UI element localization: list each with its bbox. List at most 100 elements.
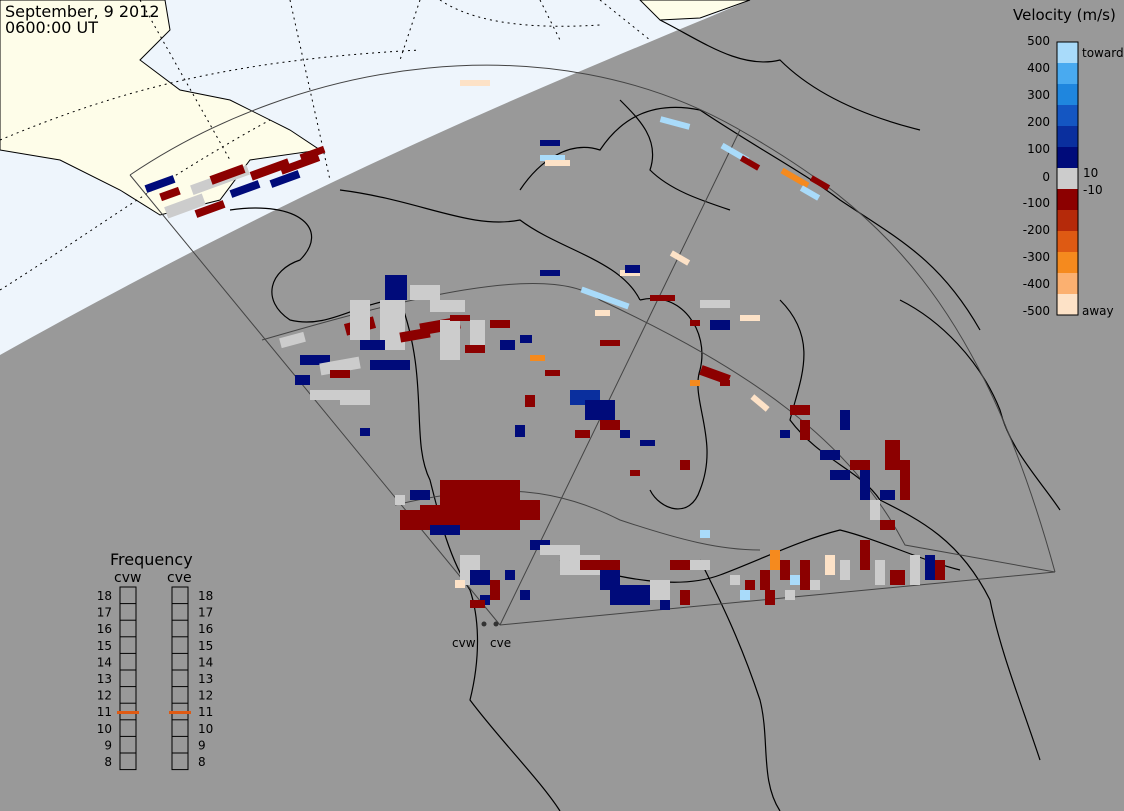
scatter-cell <box>760 570 770 590</box>
scatter-cell <box>820 450 840 460</box>
scatter-cell <box>450 315 470 321</box>
scatter-cell <box>249 158 291 181</box>
scatter-cell <box>800 420 810 440</box>
frequency-bars: 18 17 16 15 14 13 12 11 10 9 8 18 17 16 15 14 13 12 11 10 9 8 <box>97 586 213 771</box>
velocity-swatch <box>1057 42 1078 64</box>
scatter-cell <box>810 580 820 590</box>
scatter-cell <box>295 375 310 385</box>
scatter-cell <box>800 560 810 590</box>
frequency-tick: 12 <box>198 689 213 703</box>
scatter-cell <box>194 200 226 218</box>
scatter-cell <box>440 320 460 360</box>
scatter-cell <box>299 145 326 162</box>
frequency-tick: 8 <box>104 755 112 769</box>
scatter-cell <box>880 520 895 530</box>
frequency-tick: 13 <box>198 672 213 686</box>
frequency-tick: 16 <box>97 622 112 636</box>
scatter-cell <box>575 430 590 438</box>
velocity-colorbar: Velocity (m/s) 500400300200100100-10-100… <box>1013 6 1124 318</box>
radar-site-marker <box>481 621 487 627</box>
scatter-cell <box>360 428 370 436</box>
frequency-radar-cvw: cvw <box>114 570 141 586</box>
scatter-cell <box>470 320 485 350</box>
scatter-cell <box>540 155 565 161</box>
scatter-cell <box>395 495 405 505</box>
scatter-cell <box>585 400 615 420</box>
scatter-cell <box>400 510 430 530</box>
scatter-cell <box>900 460 910 500</box>
velocity-tick: -200 <box>1023 223 1050 237</box>
scatter-cell <box>799 185 821 201</box>
scatter-cell <box>745 580 755 590</box>
frequency-tick: 13 <box>97 672 112 686</box>
scatter-cell <box>144 175 176 193</box>
frequency-tick: 17 <box>198 606 213 620</box>
scatter-cell <box>790 575 800 585</box>
scatter-cell <box>490 580 500 600</box>
frequency-tick: 16 <box>198 622 213 636</box>
scatter-cell <box>545 160 570 166</box>
frequency-tick: 9 <box>198 738 206 752</box>
scatter-cell <box>785 590 795 600</box>
velocity-swatch <box>1057 252 1078 274</box>
scatter-cell <box>385 275 407 300</box>
velocity-tick-labels: 500400300200100100-10-100-200-300-400-50… <box>1023 34 1103 318</box>
scatter-cell <box>690 560 710 570</box>
scatter-cell <box>620 430 630 438</box>
velocity-tick: 200 <box>1027 115 1050 129</box>
scatter-cell <box>870 500 880 520</box>
scatter-cell <box>610 585 650 605</box>
frequency-tick: 15 <box>97 639 112 653</box>
scatter-cell <box>850 460 870 470</box>
velocity-swatch <box>1057 273 1078 295</box>
frequency-title: Frequency <box>110 550 193 569</box>
frequency-tick: 15 <box>198 639 213 653</box>
scatter-cell <box>825 555 835 575</box>
scatter-cell <box>545 370 560 376</box>
scatter-cell <box>330 370 350 378</box>
velocity-swatch <box>1057 147 1078 169</box>
scatter-cell <box>229 180 261 198</box>
scatter-cell <box>885 440 900 470</box>
scatter-cell <box>525 395 535 407</box>
velocity-tick: -10 <box>1083 183 1103 197</box>
scatter-cell <box>460 80 490 86</box>
scatter-cell <box>710 320 730 330</box>
velocity-swatch <box>1057 105 1078 127</box>
scatter-cell <box>520 500 540 520</box>
scatter-cell <box>399 327 431 343</box>
scatter-cell <box>500 340 515 350</box>
scatter-cell <box>540 270 560 276</box>
scatter-cell <box>455 580 465 588</box>
frequency-radar-cve: cve <box>167 570 192 586</box>
scatter-cell <box>740 590 750 600</box>
scatter-cell <box>269 170 301 188</box>
scatter-cell <box>750 394 770 412</box>
scatter-cell <box>490 320 510 328</box>
scatter-cell <box>630 470 640 476</box>
velocity-swatch <box>1057 294 1078 316</box>
scatter-cell <box>340 390 370 405</box>
scatter-cell <box>580 286 630 310</box>
away-label: away <box>1082 304 1114 318</box>
scatter-cell <box>830 470 850 480</box>
arctic-land-top <box>639 0 751 21</box>
velocity-tick: 400 <box>1027 61 1050 75</box>
toward-label: toward <box>1082 46 1124 60</box>
frequency-tick: 18 <box>198 589 213 603</box>
scatter-cell <box>670 560 690 570</box>
scatter-cell <box>690 380 700 386</box>
scatter-cell <box>164 193 206 219</box>
scatter-cell <box>780 560 790 580</box>
radar-label-cvw: cvw <box>452 636 476 650</box>
scatter-cell <box>520 590 530 600</box>
scatter-cell <box>465 345 485 353</box>
scatter-cell <box>600 420 620 430</box>
velocity-tick: -100 <box>1023 196 1050 210</box>
frequency-tick: 10 <box>97 722 112 736</box>
frequency-bar-frame <box>171 586 189 771</box>
scatter-cell <box>690 320 700 326</box>
scatter-cell <box>300 355 330 365</box>
radar-site-marker <box>493 621 499 627</box>
